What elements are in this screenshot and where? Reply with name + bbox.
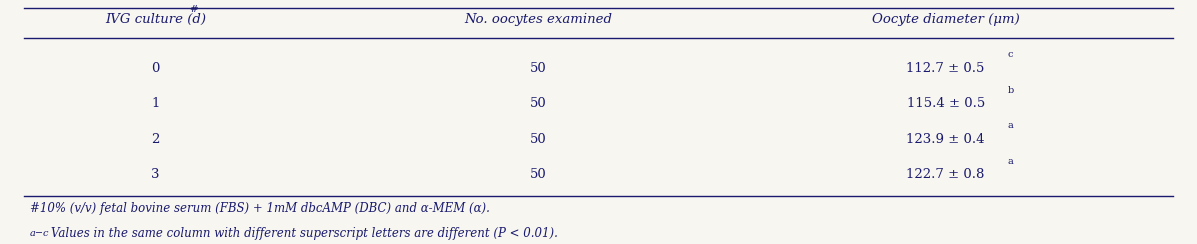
Text: b: b — [1008, 86, 1014, 95]
Text: a: a — [1008, 157, 1014, 165]
Text: 122.7 ± 0.8: 122.7 ± 0.8 — [906, 168, 985, 181]
Text: 0: 0 — [152, 62, 159, 75]
Text: 50: 50 — [530, 62, 547, 75]
Text: IVG culture (d): IVG culture (d) — [105, 13, 206, 26]
Text: #: # — [189, 5, 198, 14]
Text: 115.4 ± 0.5: 115.4 ± 0.5 — [906, 97, 985, 110]
Text: #10% (v/v) fetal bovine serum (FBS) + 1mM dbcAMP (DBC) and α-MEM (α).: #10% (v/v) fetal bovine serum (FBS) + 1m… — [30, 202, 490, 215]
Text: 50: 50 — [530, 168, 547, 181]
Text: No. oocytes examined: No. oocytes examined — [464, 13, 613, 26]
Text: 1: 1 — [152, 97, 159, 110]
Text: Values in the same column with different superscript letters are different (P < : Values in the same column with different… — [51, 226, 558, 240]
Text: c: c — [1008, 51, 1014, 59]
Text: Oocyte diameter (μm): Oocyte diameter (μm) — [871, 13, 1020, 26]
Text: 112.7 ± 0.5: 112.7 ± 0.5 — [906, 62, 985, 75]
Text: 3: 3 — [151, 168, 160, 181]
Text: 50: 50 — [530, 132, 547, 146]
Text: 123.9 ± 0.4: 123.9 ± 0.4 — [906, 132, 985, 146]
Text: 50: 50 — [530, 97, 547, 110]
Text: a: a — [1008, 121, 1014, 130]
Text: 2: 2 — [152, 132, 159, 146]
Text: a−c: a−c — [30, 229, 49, 237]
